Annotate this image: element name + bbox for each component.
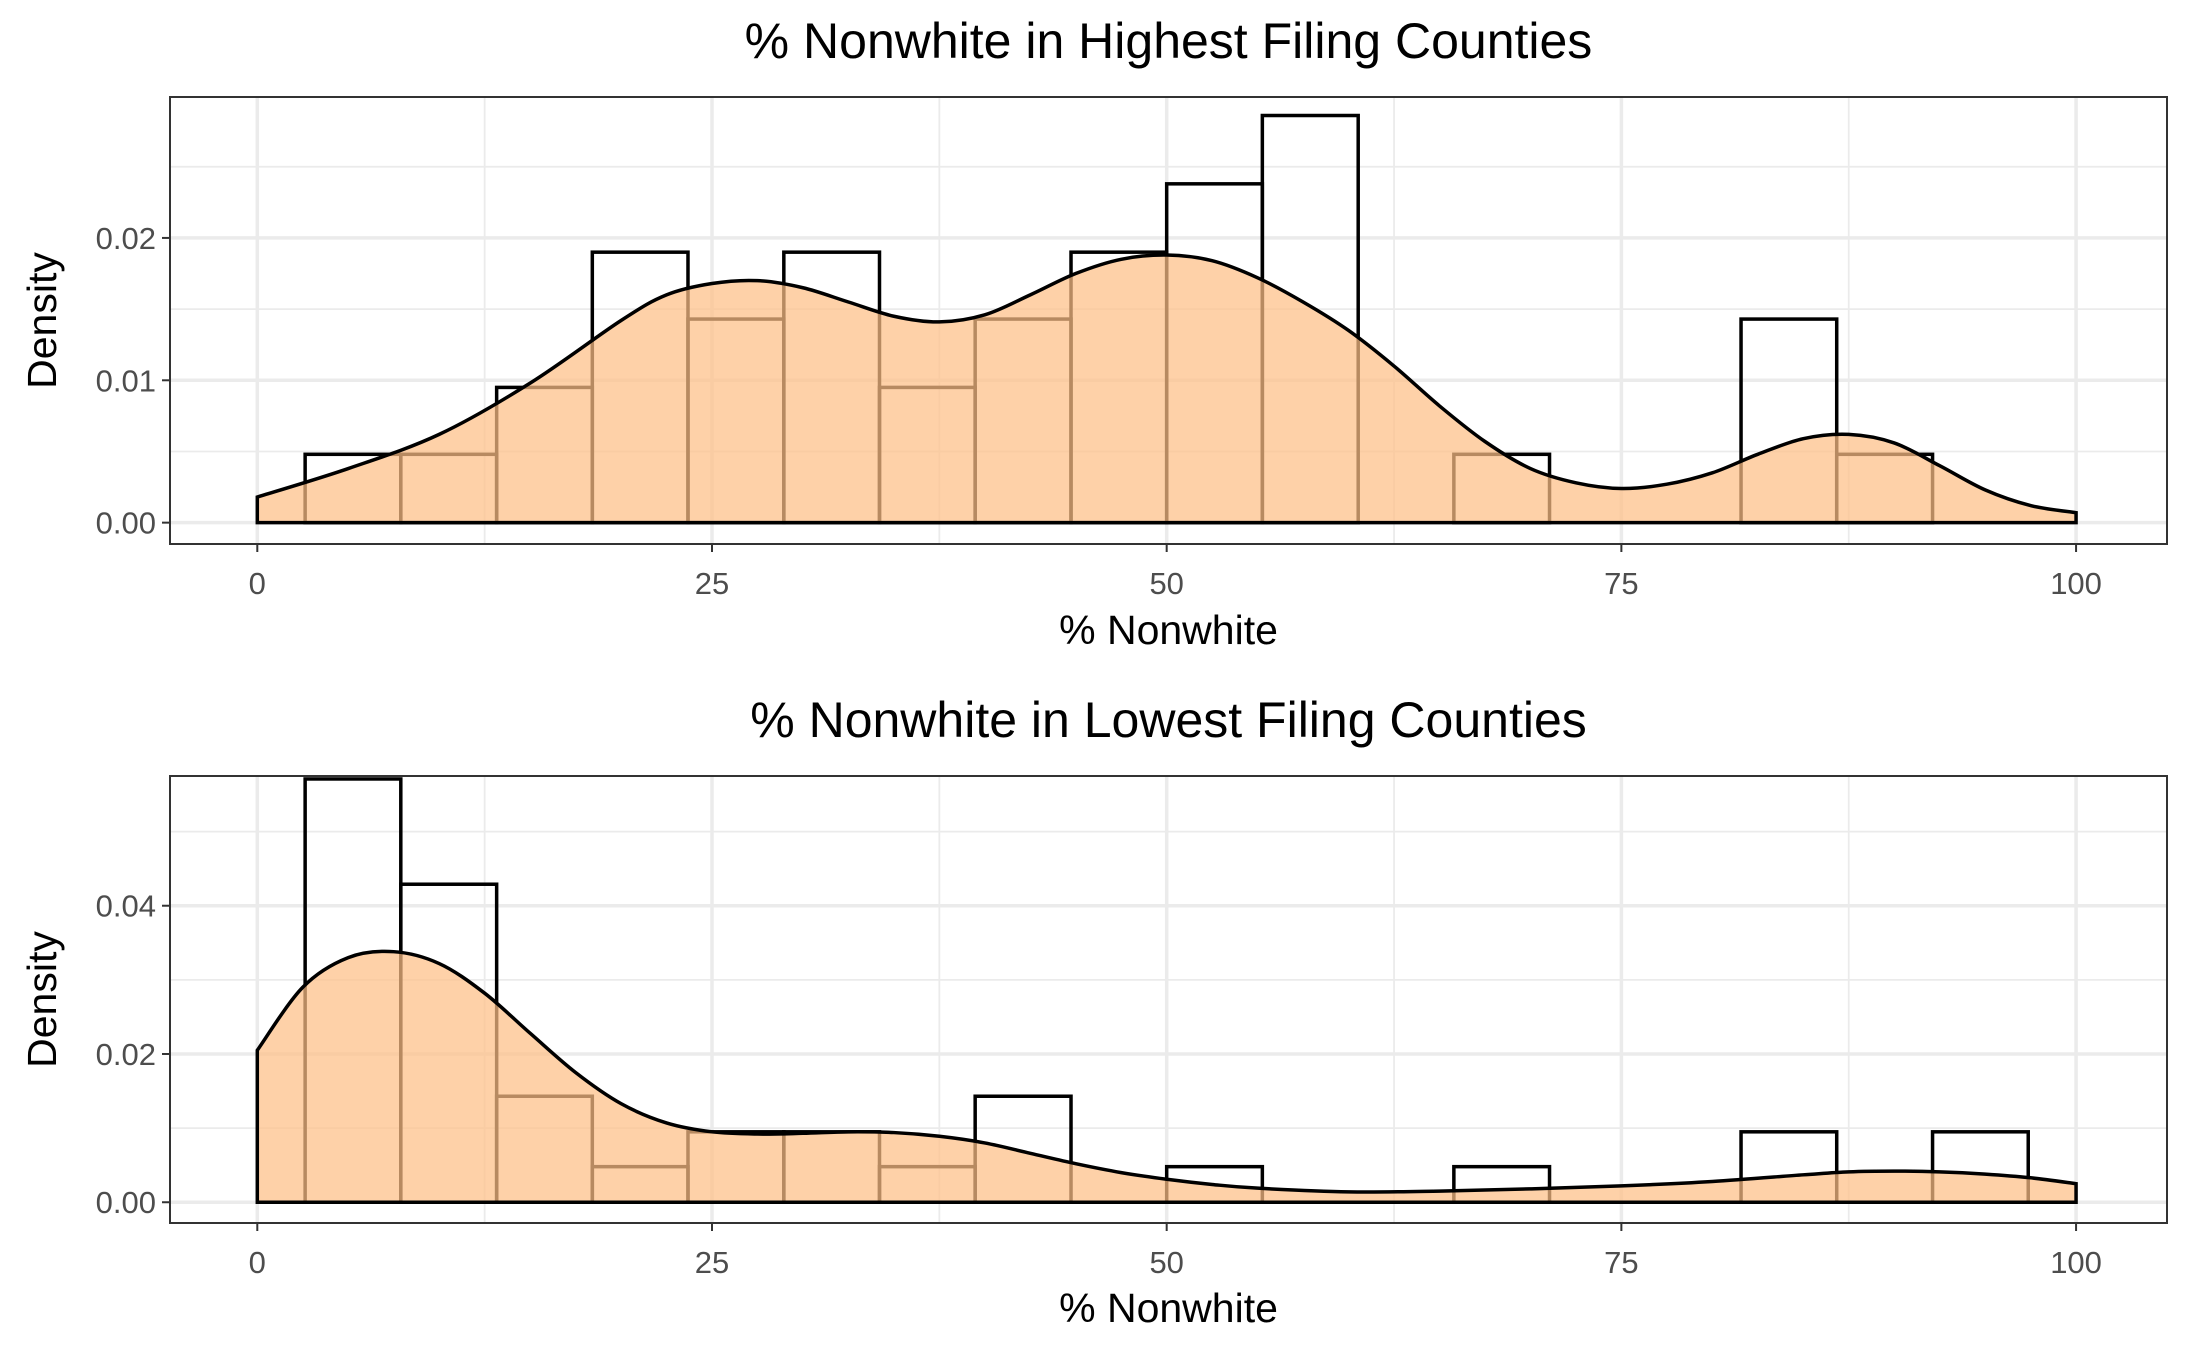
- y-axis-label: Density: [19, 931, 65, 1068]
- x-tick-label: 25: [695, 1245, 729, 1280]
- density-curve: [255, 949, 2078, 1204]
- x-tick-label: 0: [249, 1245, 266, 1280]
- density-area: [257, 254, 2077, 523]
- panel-highest-filing: 0 25 50 75 100 0.00 0.01 0.02 % Nonwhite in High…: [19, 13, 2168, 653]
- y-tick-label: 0.02: [96, 221, 156, 256]
- panel-lowest-filing: 0 25 50 75 100 0.00 0.02 0.04 % Nonwhite in Lowe…: [19, 692, 2168, 1331]
- density-area: [257, 951, 2077, 1203]
- y-tick-label: 0.02: [96, 1037, 156, 1072]
- y-tick-label: 0.04: [96, 889, 156, 924]
- y-tick-label: 0.00: [96, 506, 156, 541]
- density-curve: [255, 253, 2078, 525]
- x-tick-label: 0: [249, 566, 266, 601]
- y-tick-label: 0.00: [96, 1185, 156, 1220]
- x-tick-label: 50: [1149, 566, 1183, 601]
- x-tick-label: 75: [1604, 566, 1638, 601]
- x-tick-label: 100: [2050, 1245, 2102, 1280]
- x-tick-label: 75: [1604, 1245, 1638, 1280]
- chart-title: % Nonwhite in Highest Filing Counties: [745, 13, 1593, 69]
- x-tick-label: 100: [2050, 566, 2102, 601]
- x-tick-label: 25: [695, 566, 729, 601]
- panel-border: [169, 96, 2168, 545]
- y-axis-label: Density: [19, 252, 65, 389]
- x-tick-label: 50: [1149, 1245, 1183, 1280]
- x-axis-label: % Nonwhite: [1059, 607, 1278, 653]
- x-axis-label: % Nonwhite: [1059, 1285, 1278, 1331]
- y-tick-label: 0.01: [96, 363, 156, 398]
- chart-title: % Nonwhite in Lowest Filing Counties: [750, 692, 1587, 748]
- panel-border: [169, 775, 2168, 1224]
